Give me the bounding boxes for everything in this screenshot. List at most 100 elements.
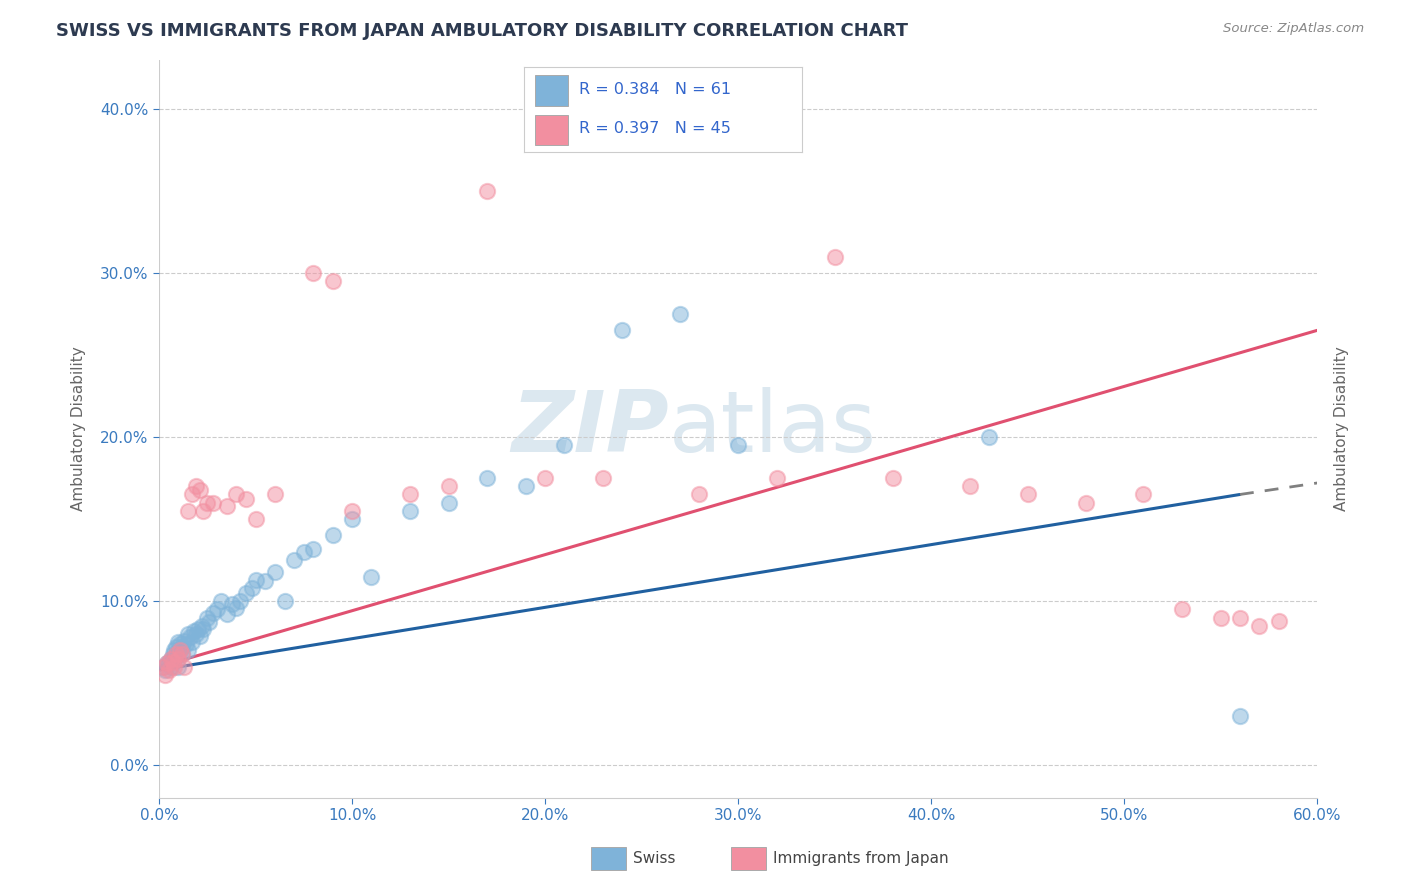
Point	[167, 651, 190, 665]
Point	[163, 643, 186, 657]
Point	[198, 615, 221, 630]
Point	[254, 574, 277, 589]
Point	[399, 487, 422, 501]
Point	[1017, 487, 1039, 501]
Text: Swiss: Swiss	[633, 851, 675, 865]
Point	[302, 541, 325, 556]
Point	[177, 504, 200, 518]
Point	[225, 600, 247, 615]
Point	[172, 647, 194, 661]
Point	[283, 553, 305, 567]
Point	[173, 633, 195, 648]
Point	[515, 479, 537, 493]
Point	[322, 274, 344, 288]
Point	[235, 492, 257, 507]
Point	[263, 565, 285, 579]
Point	[187, 622, 209, 636]
Point	[209, 594, 232, 608]
Point	[225, 487, 247, 501]
Point	[169, 637, 191, 651]
Point	[163, 660, 186, 674]
Point	[193, 622, 215, 636]
Point	[159, 660, 181, 674]
Point	[179, 630, 201, 644]
Point	[1171, 602, 1194, 616]
Point	[156, 657, 179, 671]
Point	[824, 250, 846, 264]
Point	[202, 606, 225, 620]
Point	[1074, 496, 1097, 510]
Text: atlas: atlas	[669, 387, 876, 470]
Point	[437, 496, 460, 510]
Point	[1209, 610, 1232, 624]
Point	[612, 323, 634, 337]
Point	[153, 663, 176, 677]
Point	[229, 594, 252, 608]
Point	[221, 598, 243, 612]
Point	[152, 660, 174, 674]
Point	[727, 438, 749, 452]
Point	[215, 499, 238, 513]
Point	[399, 504, 422, 518]
Point	[180, 635, 202, 649]
Point	[159, 651, 181, 665]
Point	[215, 607, 238, 622]
Point	[193, 504, 215, 518]
Point	[159, 651, 181, 665]
Point	[292, 545, 315, 559]
Point	[340, 504, 363, 518]
Point	[177, 643, 200, 657]
Point	[195, 610, 218, 624]
Point	[165, 647, 187, 661]
Point	[689, 487, 711, 501]
Point	[534, 471, 557, 485]
Y-axis label: Ambulatory Disability: Ambulatory Disability	[1334, 346, 1348, 511]
Point	[263, 487, 285, 501]
Point	[183, 624, 205, 638]
Y-axis label: Ambulatory Disability: Ambulatory Disability	[72, 346, 86, 511]
Point	[157, 655, 180, 669]
Point	[437, 479, 460, 493]
Point	[669, 307, 692, 321]
Point	[177, 627, 200, 641]
Text: ZIP: ZIP	[510, 387, 669, 470]
Point	[959, 479, 981, 493]
Point	[190, 619, 212, 633]
Point	[162, 655, 184, 669]
Point	[157, 663, 180, 677]
Point	[202, 496, 225, 510]
Point	[163, 651, 186, 665]
Point	[245, 512, 267, 526]
Point	[977, 430, 1000, 444]
Point	[302, 266, 325, 280]
Point	[882, 471, 904, 485]
Point	[1229, 709, 1251, 723]
Point	[172, 640, 194, 654]
Point	[153, 668, 176, 682]
Point	[235, 586, 257, 600]
Point	[240, 581, 263, 595]
Point	[340, 512, 363, 526]
Point	[156, 657, 179, 671]
Point	[173, 660, 195, 674]
Point	[245, 573, 267, 587]
Point	[273, 594, 295, 608]
Point	[1229, 610, 1251, 624]
Point	[169, 643, 191, 657]
Point	[475, 471, 498, 485]
Point	[553, 438, 575, 452]
Point	[1249, 619, 1271, 633]
Point	[188, 629, 211, 643]
Point	[167, 635, 190, 649]
Text: Immigrants from Japan: Immigrants from Japan	[773, 851, 949, 865]
Point	[172, 647, 194, 661]
Point	[184, 479, 207, 493]
Point	[188, 483, 211, 497]
Point	[1132, 487, 1154, 501]
Point	[152, 660, 174, 674]
Text: SWISS VS IMMIGRANTS FROM JAPAN AMBULATORY DISABILITY CORRELATION CHART: SWISS VS IMMIGRANTS FROM JAPAN AMBULATOR…	[56, 22, 908, 40]
Point	[1267, 614, 1289, 628]
Point	[184, 627, 207, 641]
Point	[360, 569, 382, 583]
Point	[162, 653, 184, 667]
